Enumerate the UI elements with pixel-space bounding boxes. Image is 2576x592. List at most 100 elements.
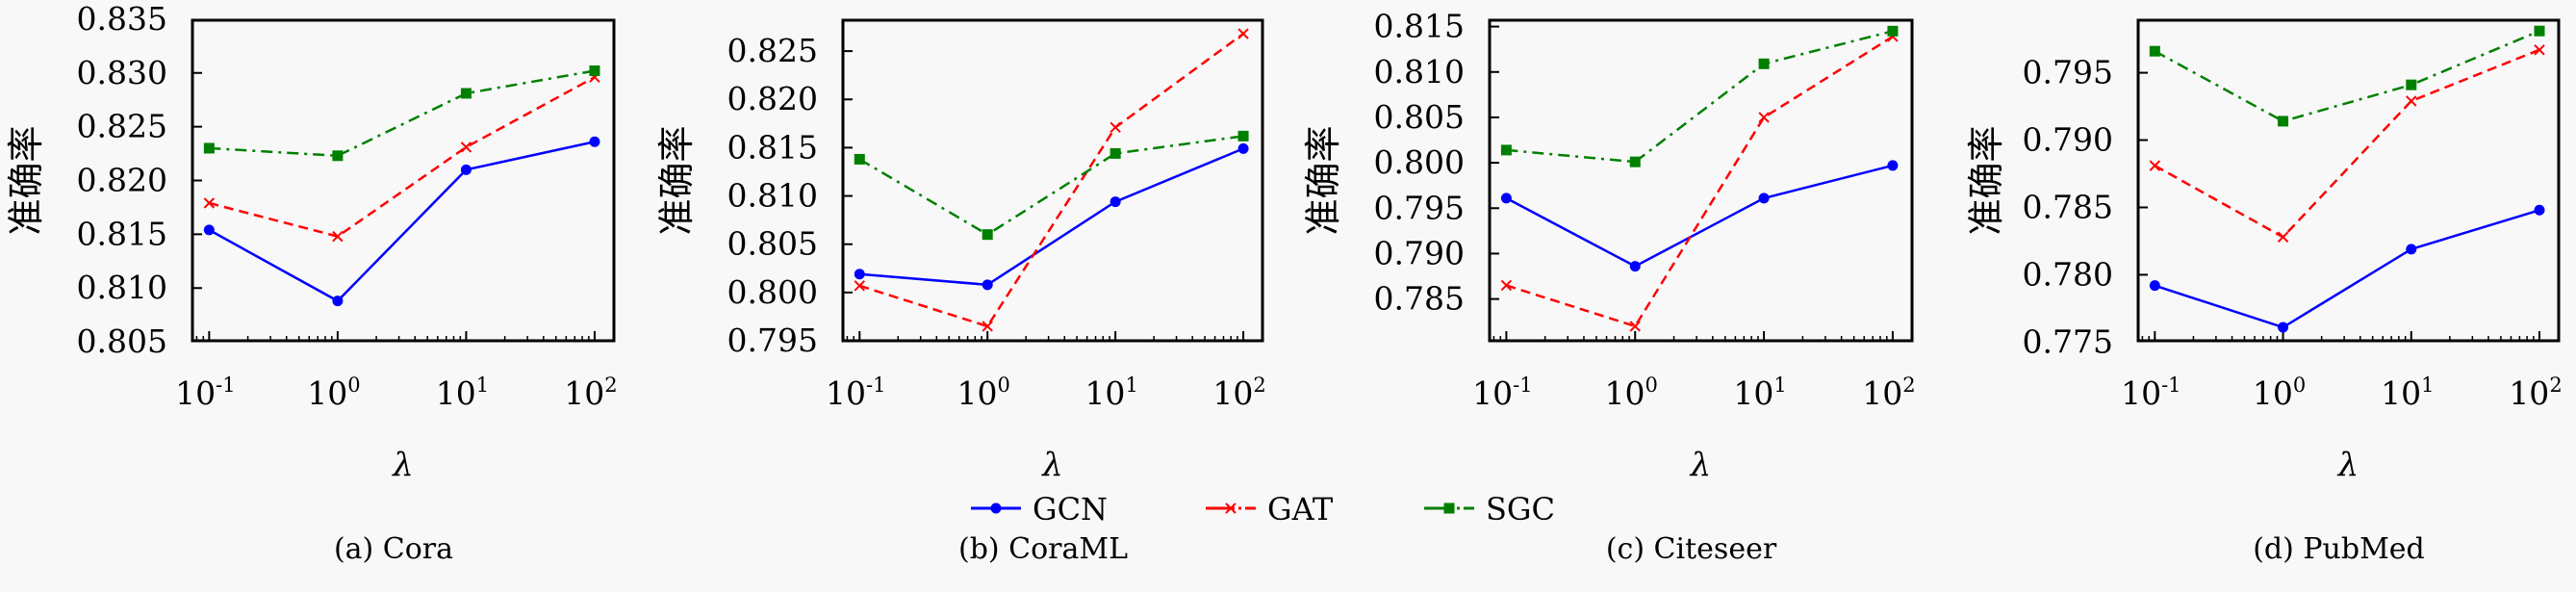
legend: GCN GAT SGC [971,491,1555,528]
x-tick-label: 102 [564,373,617,412]
y-tick-label: 0.820 [727,80,818,117]
series-line-gcn [2154,209,2540,329]
legend-label: GCN [1033,491,1108,528]
subplot-caption: (b) CoraML [958,532,1128,566]
data-point-gcn [854,269,865,280]
data-point-gcn [2406,244,2417,255]
series-line-gat [1506,35,1894,328]
data-point-sgc [1758,58,1770,69]
x-tick-label: 10-1 [1472,373,1532,412]
data-point-gcn [332,296,344,307]
plot-frame [1488,18,1914,343]
series-line-gat [2154,48,2540,239]
series-line-sgc [2154,30,2540,123]
data-point-gcn [1109,196,1121,208]
legend-label: SGC [1486,491,1555,528]
data-point-gat [1629,321,1641,332]
data-point-sgc [2278,116,2289,127]
data-point-gat [1758,112,1770,123]
y-tick-label: 0.785 [2023,188,2113,225]
data-point-sgc [2534,25,2545,37]
data-point-gat [332,230,344,243]
data-point-sgc [1237,130,1249,142]
x-tick-label: 100 [957,373,1010,412]
data-point-gcn [982,279,993,291]
series-line-gcn [859,147,1244,287]
data-point-sgc [854,153,865,165]
data-point-gcn [1500,193,1512,204]
series-line-sgc [209,69,596,158]
data-point-sgc [460,88,472,99]
data-point-gcn [1629,261,1641,272]
data-point-gcn [1887,160,1899,171]
y-tick-label: 0.790 [2023,121,2113,159]
data-point-sgc [332,150,344,162]
chart-panel-0: 0.805 0.810 0.815 0.820 0.825 0.830 0.835 10-1 1… [5,0,618,566]
y-axis-title: 准确率 [1965,125,2007,235]
x-tick-label: 100 [2253,373,2306,412]
y-tick-label: 0.785 [1374,280,1465,318]
legend-item-gcn: GCN [971,491,1108,528]
data-point-gcn [203,224,215,236]
x-tick-label: 102 [2509,373,2562,412]
y-tick-label: 0.795 [1374,189,1465,226]
x-tick-label: 101 [1084,373,1137,412]
y-tick-label: 0.805 [1374,98,1465,136]
y-axis-title: 准确率 [1302,125,1344,235]
y-axis-title: 准确率 [655,125,698,235]
y-tick-label: 0.815 [77,215,167,252]
data-point-gat [2277,231,2289,243]
x-tick-label: 100 [307,373,360,412]
series-line-gcn [208,141,596,303]
series-line-gcn [1505,164,1894,269]
data-point-gcn [2149,280,2160,292]
y-tick-label: 0.800 [727,273,818,311]
legend-item-gat: GAT [1206,491,1334,528]
y-tick-label: 0.805 [727,225,818,263]
y-tick-label: 0.815 [727,128,818,166]
y-tick-label: 0.805 [77,322,167,360]
series-line-sgc [858,135,1244,237]
x-axis-title: λ [2336,446,2359,484]
y-tick-label: 0.780 [2023,255,2113,293]
x-tick-label: 102 [1862,373,1915,412]
x-tick-label: 101 [1733,373,1786,412]
data-point-sgc [1500,144,1512,156]
x-axis-title: λ [1689,446,1712,484]
data-point-gat [460,142,472,153]
data-point-gat [2149,160,2161,171]
plot-frame [841,18,1264,343]
data-point-sgc [1109,147,1121,159]
data-point-gat [1237,28,1249,39]
y-tick-label: 0.800 [1374,143,1465,181]
y-tick-label: 0.830 [77,54,167,91]
legend-label: GAT [1267,491,1334,528]
data-point-gcn [2278,322,2289,333]
y-tick-label: 0.825 [77,108,167,145]
x-axis-title: λ [391,446,414,484]
chart-panel-2: 0.785 0.790 0.795 0.800 0.805 0.810 0.815 10-1 1… [1302,8,1916,566]
x-axis-title: λ [1040,446,1063,484]
data-point-sgc [2149,45,2160,57]
data-point-gcn [1758,193,1770,204]
x-tick-label: 10-1 [175,373,235,412]
y-tick-label: 0.775 [2023,322,2113,360]
data-point-gat [2406,95,2417,107]
x-tick-label: 10-1 [826,373,885,412]
data-point-gat [982,321,993,332]
data-point-gat [1500,279,1513,292]
x-tick-label: 10-1 [2121,373,2181,412]
series-line-gat [858,33,1244,328]
data-point-sgc [982,229,993,241]
x-tick-label: 101 [2381,373,2434,412]
legend-marker-gcn [990,502,1002,514]
chart-panel-3: 0.775 0.780 0.785 0.790 0.795 10-1 100 101 102 λ 准… [1965,18,2563,566]
data-point-gat [203,197,216,209]
y-tick-label: 0.810 [1374,53,1465,90]
x-tick-label: 101 [436,373,489,412]
subplot-caption: (d) PubMed [2253,532,2425,566]
data-point-sgc [589,65,600,77]
x-tick-label: 100 [1605,373,1658,412]
y-tick-label: 0.835 [77,0,167,38]
